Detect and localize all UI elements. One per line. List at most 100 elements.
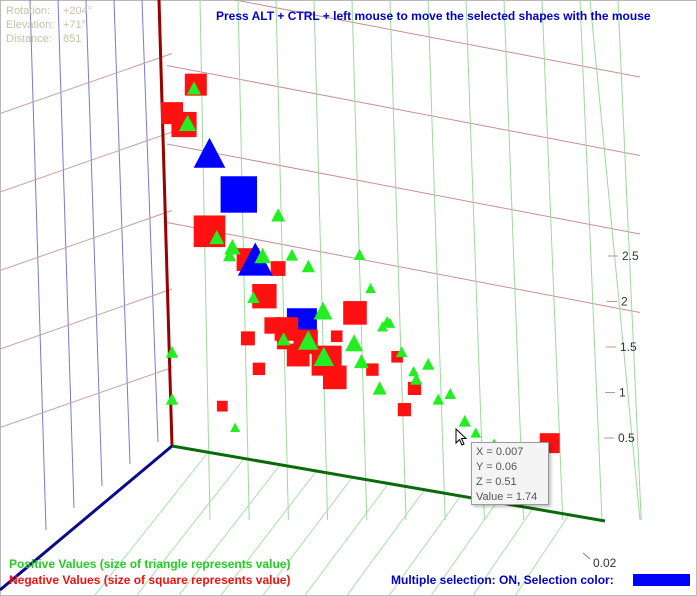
z-tick-label: 2.5 bbox=[622, 249, 639, 263]
positive-triangle-mark bbox=[365, 282, 376, 294]
z-tick-label: 1.5 bbox=[620, 340, 637, 354]
floor-gridline bbox=[219, 470, 317, 596]
back-vertical-gridline bbox=[503, 0, 525, 521]
floor-gridline bbox=[346, 489, 425, 596]
x-axis-line bbox=[171, 444, 606, 523]
negative-square-mark bbox=[240, 331, 255, 346]
distance-value: 851 bbox=[63, 33, 82, 45]
right-edge-gridline bbox=[589, 0, 641, 521]
negative-square-mark bbox=[397, 403, 411, 417]
positive-triangle-mark bbox=[444, 388, 456, 400]
negative-square-mark bbox=[216, 400, 228, 412]
negative-square-mark bbox=[252, 284, 277, 309]
floor-gridline bbox=[262, 476, 353, 596]
floor-gridline bbox=[430, 501, 498, 596]
left-z-gridline bbox=[0, 210, 173, 271]
legend-negative: Negative Values (size of square represen… bbox=[9, 573, 291, 587]
floor-gridline bbox=[135, 458, 245, 596]
back-vertical-gridline bbox=[389, 0, 407, 521]
left-z-gridline bbox=[0, 131, 173, 193]
left-vertical-gridline bbox=[29, 0, 47, 531]
positive-triangle-mark bbox=[271, 208, 286, 222]
floor-gridline bbox=[388, 495, 462, 596]
distance-readout: Distance: 851 bbox=[6, 33, 81, 46]
tick-labels: 0.5 1 1.5 2 2.5 0.02 bbox=[582, 249, 639, 570]
negative-square-mark bbox=[252, 362, 266, 376]
positive-triangle-mark bbox=[313, 346, 334, 366]
positive-triangle-mark bbox=[422, 357, 435, 370]
positive-triangle-mark bbox=[432, 393, 445, 405]
tooltip-x: X = 0.007 bbox=[476, 446, 524, 458]
back-vertical-gridline bbox=[313, 0, 329, 521]
back-vertical-gridline bbox=[351, 0, 368, 521]
positive-triangle-mark bbox=[410, 373, 423, 385]
back-wall-grid bbox=[166, 0, 642, 521]
negative-square-mark bbox=[264, 317, 281, 334]
point-tooltip: X = 0.007 Y = 0.06 Z = 0.51 Value = 1.74 bbox=[471, 442, 549, 505]
positive-triangle-mark bbox=[470, 427, 482, 438]
positive-triangle-mark bbox=[165, 393, 179, 405]
left-vertical-gridline bbox=[57, 0, 75, 509]
tooltip-y: Y = 0.06 bbox=[476, 461, 518, 473]
left-z-gridline bbox=[0, 367, 173, 428]
x-tick-label: 0.02 bbox=[593, 556, 617, 570]
z-gridline bbox=[166, 65, 641, 156]
selected-square-mark bbox=[220, 176, 257, 213]
positive-triangle-mark bbox=[230, 422, 241, 432]
positive-triangle-mark bbox=[179, 114, 197, 132]
positive-triangle-mark bbox=[395, 346, 408, 358]
elevation-label: Elevation: bbox=[6, 19, 55, 31]
floor-gridline bbox=[472, 508, 534, 596]
positive-triangle-mark bbox=[354, 354, 369, 369]
multiple-selection-text: Multiple selection: ON, Selection color: bbox=[391, 573, 614, 587]
z-tick-label: 0.5 bbox=[618, 431, 635, 445]
positive-triangle-mark bbox=[345, 334, 364, 352]
multiple-selection-status: Multiple selection: ON, Selection color: bbox=[391, 573, 614, 587]
positive-triangle-mark bbox=[187, 81, 201, 95]
back-vertical-gridline bbox=[617, 0, 642, 521]
legend-positive: Positive Values (size of triangle repres… bbox=[9, 557, 291, 571]
positive-triangle-mark bbox=[298, 330, 319, 350]
tooltip-value: Value = 1.74 bbox=[476, 491, 538, 503]
axes bbox=[0, 0, 606, 592]
positive-triangle-mark bbox=[381, 316, 393, 327]
z-gridline bbox=[166, 143, 641, 235]
positive-triangle-mark bbox=[313, 301, 333, 320]
positive-triangle-mark bbox=[458, 414, 471, 427]
right-wall-grid bbox=[589, 0, 641, 521]
positive-triangle-mark bbox=[377, 321, 388, 332]
left-z-gridline bbox=[0, 288, 173, 350]
floor-gridline bbox=[304, 483, 389, 596]
data-marks[interactable] bbox=[161, 73, 560, 459]
negative-square-mark bbox=[407, 381, 422, 395]
z-gridline bbox=[232, 0, 641, 78]
left-vertical-gridline bbox=[141, 0, 159, 443]
rotation-value: +204° bbox=[63, 5, 93, 17]
floor-gridline bbox=[177, 464, 281, 596]
positive-triangle-mark bbox=[247, 291, 260, 303]
negative-square-mark bbox=[270, 261, 286, 276]
left-vertical-gridline bbox=[85, 0, 103, 487]
back-vertical-gridline bbox=[579, 0, 603, 521]
positive-triangle-mark bbox=[285, 248, 299, 261]
negative-square-mark bbox=[330, 330, 343, 343]
selection-color-swatch[interactable] bbox=[633, 574, 690, 586]
positive-triangle-mark bbox=[301, 259, 315, 273]
positive-triangle-mark bbox=[353, 248, 366, 260]
back-vertical-gridline bbox=[465, 0, 485, 521]
distance-label: Distance: bbox=[6, 33, 52, 45]
positive-triangle-mark bbox=[408, 366, 419, 377]
positive-triangle-mark bbox=[209, 230, 225, 245]
positive-triangle-mark bbox=[276, 332, 291, 346]
positive-triangle-mark bbox=[254, 247, 271, 264]
back-vertical-gridline bbox=[427, 0, 446, 521]
floor-grid bbox=[0, 0, 570, 596]
selected-triangle-mark bbox=[237, 242, 273, 276]
floor-gridline bbox=[514, 514, 570, 596]
z-axis-line bbox=[157, 0, 174, 447]
selected-triangle-mark bbox=[193, 137, 226, 168]
left-z-gridline bbox=[0, 53, 173, 114]
tooltip-z: Z = 0.51 bbox=[476, 476, 517, 488]
